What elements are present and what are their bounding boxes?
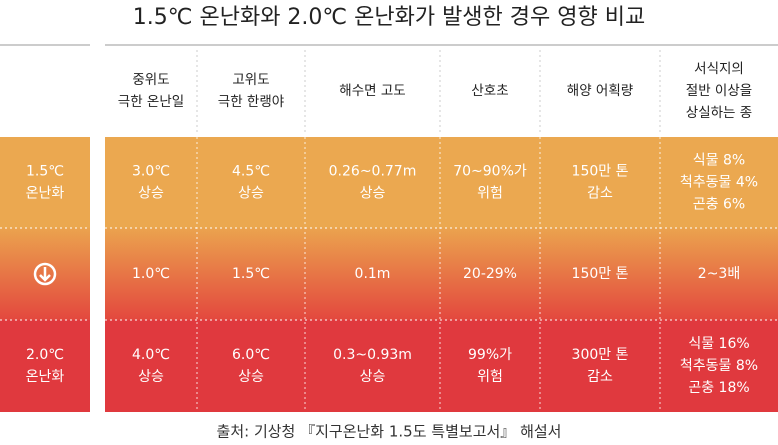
row-label: 2.0℃ [26, 347, 64, 363]
column-header: 해수면 고도 [339, 83, 405, 99]
cell-text: 감소 [587, 186, 613, 202]
column-header: 극한 온난일 [118, 94, 184, 110]
cell-text: 6.0℃ [232, 347, 270, 363]
cell-text: 위험 [477, 369, 503, 385]
column-header: 중위도 [132, 72, 169, 88]
cell-text: 4.0℃ [132, 347, 170, 363]
source: 출처: 기상청 『지구온난화 1.5도 특별보고서』 해설서 [217, 423, 562, 441]
cell-text: 상승 [238, 186, 264, 202]
cell-text: 0.3~0.93m [333, 347, 412, 363]
cell-text: 상승 [138, 186, 164, 202]
cell-text: 0.26~0.77m [329, 164, 417, 180]
column-header: 극한 한랭야 [218, 94, 284, 110]
cell-text: 상승 [138, 369, 164, 385]
cell-text: 3.0℃ [132, 164, 170, 180]
cell-text: 99%가 [468, 347, 512, 363]
column-header: 고위도 [232, 72, 269, 88]
column-header: 절반 이상을 [686, 83, 752, 99]
cell-text: 식물 16% [688, 336, 749, 352]
row-label: 온난화 [26, 369, 65, 385]
row-label: 1.5℃ [26, 164, 64, 180]
cell-text: 식물 8% [693, 153, 745, 169]
row-band [105, 137, 778, 228]
row-band [0, 137, 90, 228]
cell-text: 150만 톤 [572, 164, 629, 180]
cell-text: 4.5℃ [232, 164, 270, 180]
cell-text: 1.0℃ [132, 266, 170, 282]
cell-text: 곤충 6% [693, 197, 745, 213]
column-header: 서식지의 [694, 61, 744, 77]
cell-text: 곤충 18% [688, 380, 749, 396]
column-header: 해양 어획량 [567, 83, 633, 99]
row-band [0, 320, 90, 412]
cell-text: 300만 톤 [572, 347, 629, 363]
cell-text: 상승 [360, 186, 386, 202]
cell-text: 0.1m [355, 266, 391, 282]
row-band [105, 320, 778, 412]
cell-text: 20-29% [463, 266, 517, 282]
cell-text: 위험 [477, 186, 503, 202]
cell-text: 척추동물 4% [680, 175, 758, 191]
cell-text: 70~90%가 [453, 164, 527, 180]
column-header: 산호초 [471, 83, 508, 99]
row-label: 온난화 [26, 186, 65, 202]
cell-text: 감소 [587, 369, 613, 385]
column-header: 상실하는 종 [686, 105, 752, 121]
arrow-icon [33, 262, 57, 286]
cell-text: 상승 [238, 369, 264, 385]
cell-text: 2~3배 [698, 266, 740, 282]
row-band [105, 228, 778, 320]
cell-text: 1.5℃ [232, 266, 270, 282]
cell-text: 상승 [360, 369, 386, 385]
cell-text: 척추동물 8% [680, 358, 758, 374]
title: 1.5℃ 온난화와 2.0℃ 온난화가 발생한 경우 영향 비교 [133, 5, 645, 30]
cell-text: 150만 톤 [572, 266, 629, 282]
